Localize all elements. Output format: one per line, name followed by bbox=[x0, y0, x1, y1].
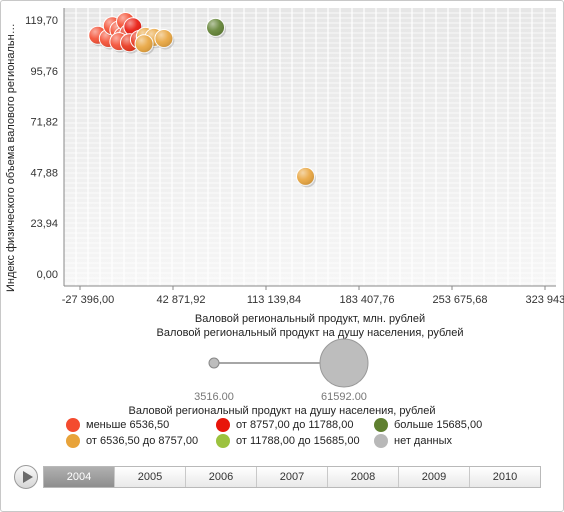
x-axis-title: Валовой региональный продукт, млн. рубле… bbox=[194, 313, 426, 325]
legend-dot bbox=[374, 434, 388, 448]
x-tick-label: -27 396,00 bbox=[62, 294, 115, 306]
year-tab-2009[interactable]: 2009 bbox=[399, 467, 470, 487]
size-min-label: 3516,00 bbox=[194, 391, 234, 400]
size-title: Валовой региональный продукт на душу нас… bbox=[156, 327, 464, 339]
year-tab-2007[interactable]: 2007 bbox=[257, 467, 328, 487]
scatter-plot: 119,70 95,76 71,82 47,88 23,94 0,00 -27 396,0… bbox=[25, 8, 564, 306]
year-tab-2008[interactable]: 2008 bbox=[328, 467, 399, 487]
legend-label: меньше 6536,50 bbox=[86, 419, 170, 431]
legend-label: от 6536,50 до 8757,00 bbox=[86, 435, 199, 447]
data-point[interactable] bbox=[296, 166, 317, 188]
year-tab-2004[interactable]: 2004 bbox=[44, 467, 115, 487]
x-tick-label: 183 407,76 bbox=[339, 294, 394, 306]
legend-item: больше 15685,00 bbox=[374, 418, 482, 432]
legend-dot bbox=[374, 418, 388, 432]
y-tick-label: 23,94 bbox=[30, 218, 58, 230]
legend-item: от 11788,00 до 15685,00 bbox=[216, 434, 360, 448]
legend-label: от 11788,00 до 15685,00 bbox=[236, 435, 360, 447]
data-point[interactable] bbox=[206, 17, 227, 39]
y-tick-label: 95,76 bbox=[30, 66, 58, 78]
legend-dot bbox=[66, 418, 80, 432]
legend-item: меньше 6536,50 bbox=[66, 418, 169, 432]
legend-dot bbox=[216, 418, 230, 432]
y-tick-label: 47,88 bbox=[30, 167, 58, 179]
play-icon[interactable] bbox=[14, 465, 38, 489]
x-tick-label: 323 943,60 bbox=[525, 294, 564, 306]
year-tab-2010[interactable]: 2010 bbox=[492, 471, 518, 483]
size-min-circle bbox=[208, 357, 220, 369]
x-tick-label: 42 871,92 bbox=[157, 294, 206, 306]
y-tick-label: 119,70 bbox=[25, 15, 58, 27]
y-tick-label: 0,00 bbox=[37, 269, 58, 281]
year-selector: 2004 2005 2006 2007 2008 2009 2010 bbox=[43, 466, 541, 488]
plot-area bbox=[64, 8, 556, 286]
x-tick-label: 253 675,68 bbox=[432, 294, 487, 306]
legend-item: от 6536,50 до 8757,00 bbox=[66, 434, 198, 448]
size-legend: 3516,00 61592,00 bbox=[194, 338, 369, 400]
legend-dot bbox=[66, 434, 80, 448]
data-point[interactable] bbox=[134, 34, 155, 55]
legend-title: Валовой региональный продукт на душу нас… bbox=[128, 405, 436, 417]
legend-label: больше 15685,00 bbox=[394, 419, 483, 431]
legend-item: от 8757,00 до 11788,00 bbox=[216, 418, 353, 432]
legend-dot bbox=[216, 434, 230, 448]
year-tab-2006[interactable]: 2006 bbox=[186, 467, 257, 487]
legend-label: от 8757,00 до 11788,00 bbox=[236, 419, 354, 431]
size-max-circle bbox=[319, 338, 369, 388]
year-tab-2005[interactable]: 2005 bbox=[115, 467, 186, 487]
legend-item: нет данных bbox=[374, 434, 452, 448]
timeline-player: 2004 2005 2006 2007 2008 2009 2010 bbox=[14, 463, 544, 491]
x-tick-label: 113 139,84 bbox=[247, 294, 301, 306]
y-tick-label: 71,82 bbox=[30, 117, 58, 129]
grid bbox=[64, 8, 556, 286]
size-max-label: 61592,00 bbox=[321, 391, 367, 400]
legend-label: нет данных bbox=[394, 435, 453, 447]
data-point[interactable] bbox=[154, 28, 175, 50]
